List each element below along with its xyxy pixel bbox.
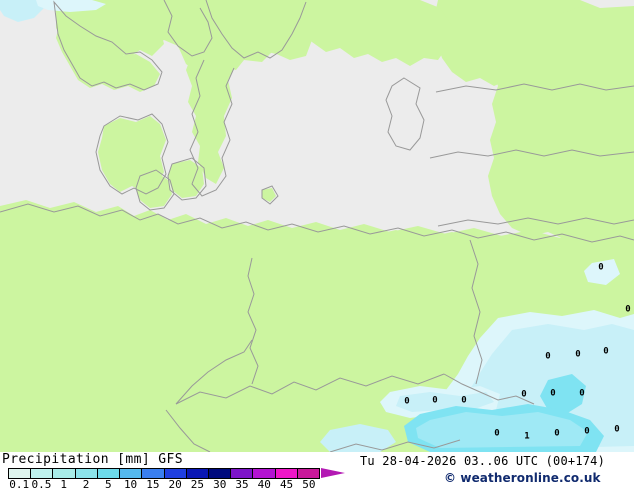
border-estonia-latvia [435,83,634,93]
tick-label-35: 35 [235,478,249,491]
border-germany-poland [247,257,259,385]
tick-label-1: 1 [60,478,68,491]
tick-label-5: 5 [104,478,112,491]
precip-value-label: 0 [545,351,551,362]
tick-label-30: 30 [213,478,227,491]
land-northern-block [210,0,452,66]
tick-label-0.5: 0.5 [31,478,52,491]
color-swatch-2 [75,469,98,478]
border-germany-czech [175,339,253,405]
precip-value-label: 1 [524,431,530,442]
color-swatch-50 [297,469,320,478]
color-swatch-45 [275,469,298,478]
tick-label-15: 15 [146,478,160,491]
land-denmark-sjaelland [168,160,204,198]
precip-value-label: 0 [554,428,560,439]
color-swatch-1 [53,469,76,478]
precip-value-label: 0 [579,388,585,399]
color-swatch-5 [97,469,121,478]
color-swatch-0.5 [31,469,54,478]
coast-denmark-sjaelland [167,157,207,201]
precip-value-label: 0 [521,389,527,400]
coast-sweden-west [163,0,213,57]
coast-denmark-fyn [135,169,175,211]
coast-sweden-south [189,59,235,197]
color-swatch-10 [120,469,143,478]
precip-area-northsea [0,0,44,22]
border-poland-czech [175,373,445,405]
precip-value-label: 0 [494,428,500,439]
land-norway-west [56,0,178,58]
precip-value-label: 0 [404,396,410,407]
precip-value-label: 0 [461,395,467,406]
precip-area-west-band-2 [396,392,494,412]
color-scale-swatches[interactable] [8,468,320,479]
legend-title: Precipitation [mm] GFS [2,452,183,467]
border-layer [0,0,634,452]
color-swatch-0.1 [9,469,32,478]
precip-value-label: 0 [603,346,609,357]
tick-label-10: 10 [123,478,138,491]
tick-label-40: 40 [257,478,271,491]
land-bornholm [262,188,276,202]
precip-area-bottom-left [320,424,396,452]
color-swatch-25 [186,469,209,478]
border-czech-south [165,409,211,452]
precip-value-label: 0 [550,388,556,399]
color-scale-overflow-arrow [321,468,345,478]
tick-label-20: 20 [168,478,182,491]
coast-denmark-jutland [95,113,169,195]
color-swatch-15 [142,469,165,478]
color-swatch-20 [164,469,187,478]
precip-value-label: 0 [614,424,620,435]
color-scale-ticks: 0.1 0.5 1 2 5 10 15 20 25 30 35 40 45 50 [0,479,340,490]
precip-value-label: 0 [625,304,631,315]
precip-area-lower-tongue-2 [416,412,588,448]
color-scale[interactable] [8,468,345,479]
coast-baltic-south [0,203,634,243]
precip-value-label: 0 [432,395,438,406]
forecast-timestamp: Tu 28-04-2026 03..06 UTC (00+174) [360,454,606,468]
tick-label-50: 50 [302,478,316,491]
precipitation-map[interactable]: 00000000000010000 [0,0,634,452]
coast-bornholm [261,185,279,205]
tick-label-45: 45 [279,478,294,491]
precip-value-label: 0 [584,426,590,437]
land-baltic-states [486,6,634,244]
border-east-poland [469,239,483,385]
coast-gulf-riga [385,77,425,151]
copyright-notice: © weatheronline.co.uk [444,471,601,485]
land-sweden-south [186,0,252,184]
tick-label-0.1: 0.1 [9,478,30,491]
border-lithuania-east [437,217,634,227]
precip-area-se-core [540,374,586,414]
color-swatch-35 [231,469,254,478]
legend-panel: Precipitation [mm] GFS 0.1 0.5 1 2 5 10 15 20 25… [0,452,634,490]
coast-norway [53,0,163,91]
precip-value-label: 0 [598,262,604,273]
precipitation-layer [0,0,634,452]
precip-area-small-east [584,259,620,285]
color-swatch-30 [208,469,232,478]
border-slovakia-hungary [329,439,461,452]
tick-label-2: 2 [82,478,90,491]
border-poland-slovakia [443,373,535,405]
precip-value-label: 0 [575,349,581,360]
border-latvia-lithuania [429,149,634,159]
tick-label-25: 25 [190,478,205,491]
map-canvas [0,0,634,452]
color-swatch-40 [253,469,276,478]
border-norway-sweden [205,0,307,59]
precip-area-northsea-2 [36,0,106,12]
